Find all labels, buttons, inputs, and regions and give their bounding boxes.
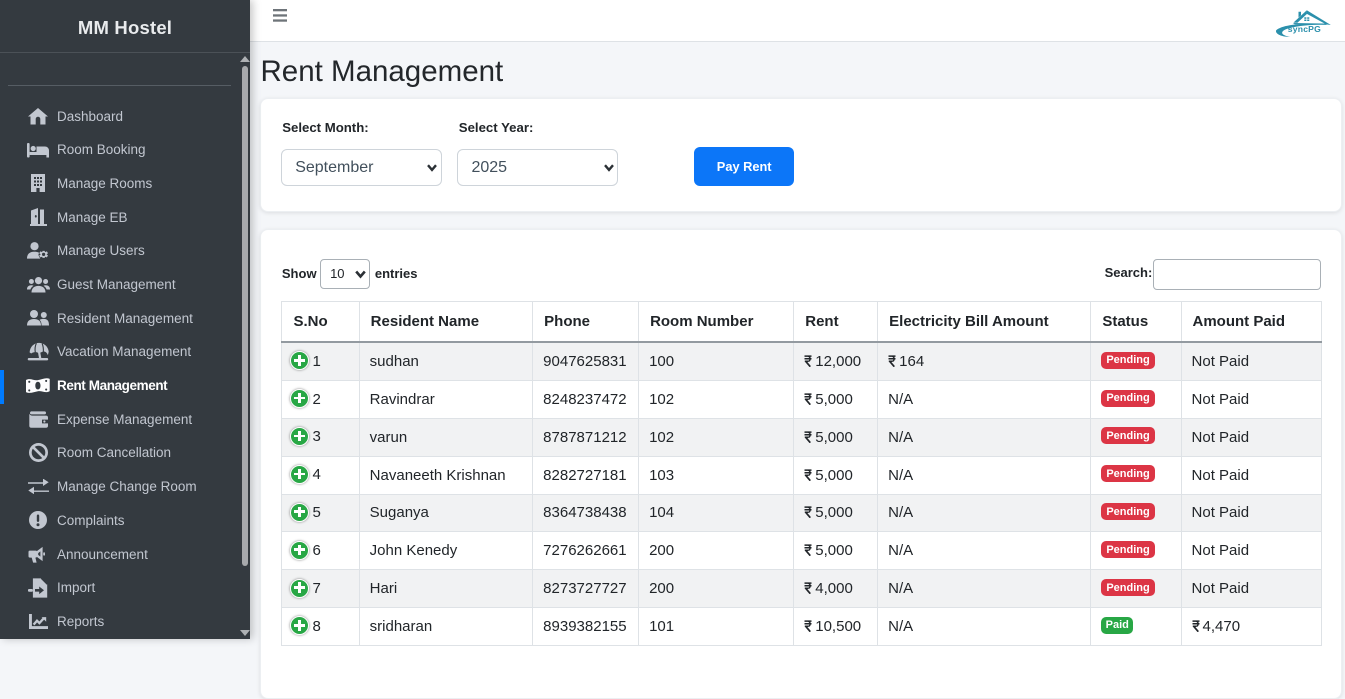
svg-text:syncPG: syncPG [1288, 24, 1321, 34]
